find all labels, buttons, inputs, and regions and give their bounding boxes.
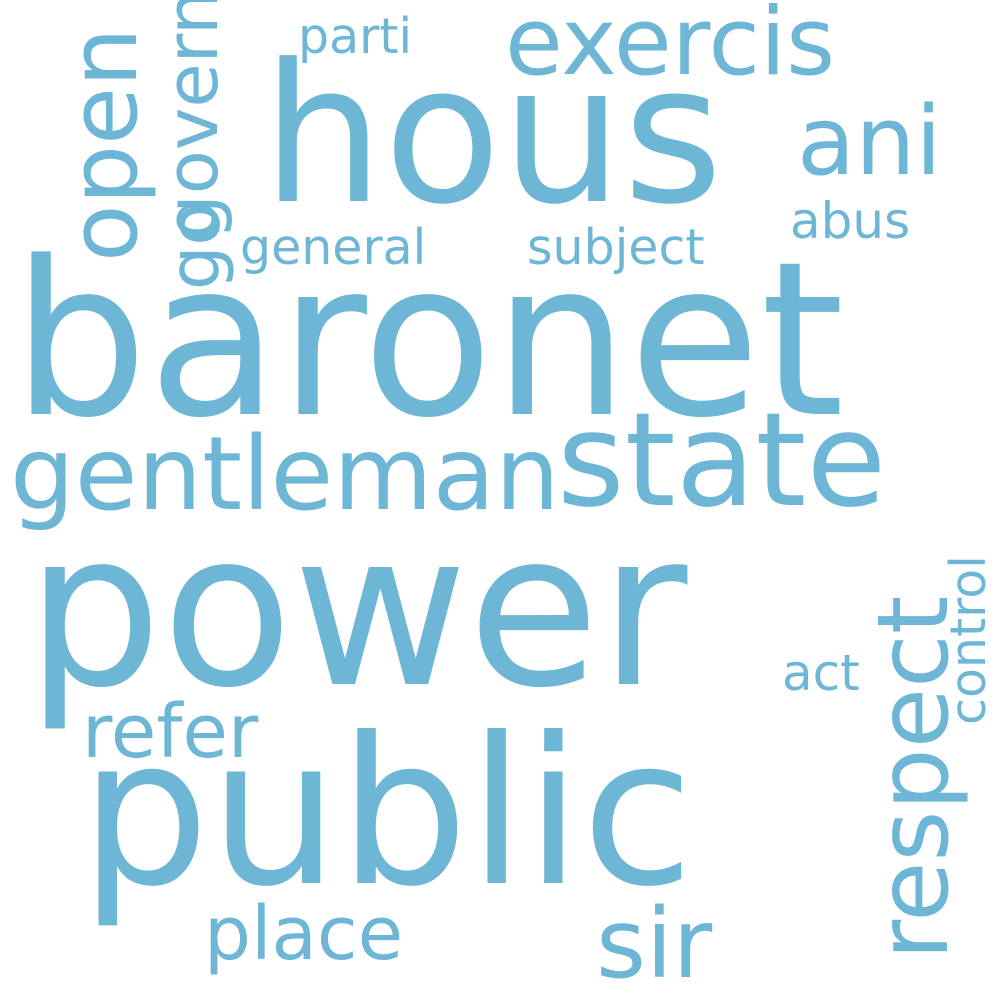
word-refer: refer [82,689,259,775]
word-subject: subject [527,219,705,276]
word-public: public [80,695,694,932]
word-act: act [782,644,860,702]
word-place: place [204,891,404,977]
word-abus: abus [790,192,911,250]
word-power: power [26,486,688,735]
word-hous: hous [262,24,723,247]
word-open: open [50,27,159,262]
word-exercis: exercis [505,0,836,97]
word-sir: sir [596,888,713,1000]
word-state: state [557,384,887,536]
word-gentleman: gentleman [10,415,560,534]
word-parti: parti [298,8,413,65]
word-go: go [154,202,236,290]
word-general: general [240,219,427,276]
word-ani: ani [797,87,942,197]
word-baronet: baronet [12,216,845,465]
word-control: control [940,555,997,725]
